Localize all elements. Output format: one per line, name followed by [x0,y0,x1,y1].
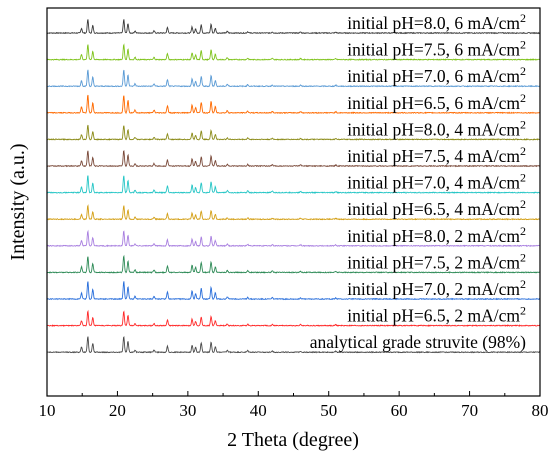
series-line-13 [46,336,541,354]
x-tick-label-60: 60 [391,401,408,420]
series-line-6 [46,150,540,168]
series-line-10 [46,254,540,274]
series-label-2: initial pH=7.5, 6 mA/cm2 [347,38,526,60]
series-labels: initial pH=8.0, 6 mA/cm2 initial pH=7.5, … [310,11,526,352]
x-tick-label-10: 10 [39,401,56,420]
series-line-11 [46,281,541,301]
series-traces [46,19,541,354]
series-label-9: initial pH=8.0, 2 mA/cm2 [347,224,526,246]
series-label-11: initial pH=7.0, 2 mA/cm2 [347,277,526,299]
series-label-5: initial pH=8.0, 4 mA/cm2 [347,117,526,139]
series-label-8: initial pH=6.5, 4 mA/cm2 [347,197,526,219]
series-label-4: initial pH=6.5, 6 mA/cm2 [347,91,526,113]
x-tick-label-70: 70 [461,401,478,420]
x-tick-label-50: 50 [320,401,337,420]
x-tick-label-80: 80 [532,401,549,420]
series-label-7: initial pH=7.0, 4 mA/cm2 [347,171,526,193]
series-label-3: initial pH=7.0, 6 mA/cm2 [347,64,526,86]
series-label-1: initial pH=8.0, 6 mA/cm2 [347,11,526,33]
series-line-2 [46,43,540,61]
x-tick-label-40: 40 [250,401,267,420]
series-line-4 [46,94,540,115]
series-line-1 [46,19,540,35]
x-tick-label-30: 30 [179,401,196,420]
x-axis-ticks: 10 20 30 40 50 60 70 80 [39,391,549,420]
series-label-10: initial pH=7.5, 2 mA/cm2 [347,250,526,272]
y-axis-title: Intensity (a.u.) [7,143,29,260]
series-line-7 [46,175,540,194]
series-line-12 [46,309,541,327]
series-label-12: initial pH=6.5, 2 mA/cm2 [347,304,526,326]
x-tick-label-20: 20 [109,401,126,420]
series-label-13: analytical grade struvite (98%) [310,332,526,352]
series-line-9 [46,229,540,248]
series-label-6: initial pH=7.5, 4 mA/cm2 [347,144,526,166]
series-line-5 [46,124,540,141]
x-axis-title: 2 Theta (degree) [227,429,359,451]
series-line-8 [46,204,540,221]
series-line-3 [46,69,540,88]
